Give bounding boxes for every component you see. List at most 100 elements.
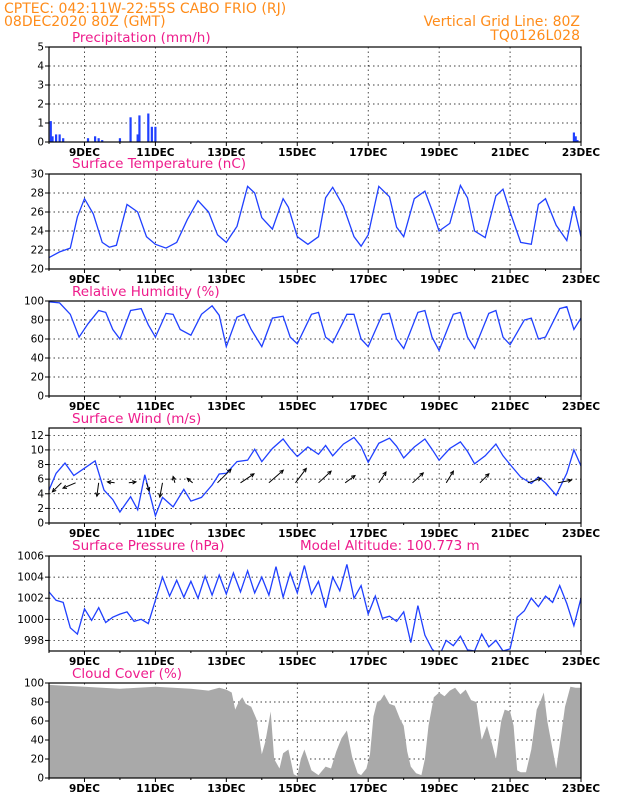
- wind-vector: [52, 482, 62, 493]
- temp-ytick-label: 20: [31, 264, 44, 276]
- cloud-ytick-label: 20: [31, 754, 44, 766]
- wind-vector-head: [186, 477, 192, 483]
- wind-vector-head: [382, 471, 387, 477]
- wind-ytick-label: 0: [37, 518, 44, 530]
- wind-vector: [268, 469, 284, 484]
- wind-vector-head: [484, 472, 490, 478]
- precip-bar: [54, 134, 58, 142]
- wind-vector: [107, 481, 115, 484]
- wind-vector: [557, 479, 572, 484]
- precip-xtick-label: 21DEC: [491, 147, 530, 159]
- precip-xtick-label: 23DEC: [562, 147, 601, 159]
- station-label: CPTEC: 042:11W-22:55S CABO FRIO (RJ): [4, 1, 286, 17]
- press-xtick-label: 13DEC: [207, 656, 246, 668]
- precip-xtick-label: 11DEC: [136, 147, 175, 159]
- wind-vector-head: [351, 474, 356, 480]
- precip-xtick-label: 13DEC: [207, 147, 246, 159]
- wind-vector-head: [171, 475, 177, 481]
- precip-xtick-label: 9DEC: [69, 147, 100, 159]
- cloud-panel: Cloud Cover (%) 0 20 40 60 80 100 9DEC 11DEC 13DE…: [24, 666, 600, 795]
- rh-xtick-label: 19DEC: [420, 401, 459, 413]
- wind-vector: [128, 481, 137, 484]
- temp-xtick-label: 21DEC: [491, 274, 530, 286]
- press-panel: Surface Pressure (hPa) Model Altitude: 10…: [17, 538, 600, 668]
- precip-xtick-label: 19DEC: [420, 147, 459, 159]
- rh-xtick-label: 21DEC: [491, 401, 530, 413]
- wind-xtick-label: 9DEC: [69, 528, 100, 540]
- wind-ytick-label: 2: [37, 503, 44, 515]
- cloud-xtick-label: 13DEC: [207, 783, 246, 795]
- precip-bar: [576, 140, 579, 142]
- run-label: 08DEC2020 80Z (GMT): [4, 14, 166, 30]
- wind-vector: [527, 477, 542, 484]
- cloud-ytick-label: 60: [31, 716, 44, 728]
- wind-xtick-label: 15DEC: [278, 528, 317, 540]
- wind-vector: [445, 470, 454, 484]
- precip-xtick-label: 15DEC: [278, 147, 317, 159]
- precip-bar: [138, 115, 141, 142]
- press-xtick-label: 17DEC: [349, 656, 388, 668]
- cloud-xtick-label: 21DEC: [491, 783, 530, 795]
- press-frame: [48, 555, 582, 652]
- wind-ytick-label: 8: [37, 459, 44, 471]
- wind-vector: [159, 482, 163, 498]
- cloud-xtick-label: 9DEC: [69, 783, 100, 795]
- wind-vector-head: [106, 480, 112, 485]
- wind-vector: [146, 482, 150, 492]
- precip-xtick-label: 17DEC: [349, 147, 388, 159]
- wind-vector: [412, 472, 424, 484]
- temp-xtick-label: 9DEC: [69, 274, 100, 286]
- wind-xtick-label: 13DEC: [207, 528, 246, 540]
- cloud-ytick-label: 0: [37, 773, 44, 785]
- temp-xtick-label: 17DEC: [349, 274, 388, 286]
- wind-vector: [217, 468, 232, 484]
- wind-xtick-label: 17DEC: [349, 528, 388, 540]
- cloud-xtick-label: 23DEC: [562, 783, 601, 795]
- precip-bar: [147, 113, 150, 142]
- model-code: TQ0126L028: [489, 28, 580, 44]
- precip-bar: [51, 136, 54, 142]
- wind-ytick-label: 12: [31, 430, 44, 442]
- wind-vector-head: [146, 486, 151, 492]
- rh-ytick-label: 100: [24, 296, 44, 308]
- precip-bar: [129, 117, 132, 142]
- rh-xtick-label: 9DEC: [69, 401, 100, 413]
- wind-vector-head: [567, 478, 573, 483]
- press-xtick-label: 19DEC: [420, 656, 459, 668]
- wind-vector-head: [449, 470, 455, 476]
- temp-series-line: [49, 183, 581, 259]
- wind-vector: [295, 468, 307, 484]
- cloud-xtick-label: 11DEC: [136, 783, 175, 795]
- wind-xtick-label: 11DEC: [136, 528, 175, 540]
- precip-bar: [150, 126, 153, 142]
- temp-panel: Surface Temperature (nC) 20 22 24 26 28 30 9DEC…: [31, 156, 601, 286]
- rh-title: Relative Humidity (%): [72, 284, 220, 300]
- precip-bar: [86, 138, 90, 142]
- cloud-area: [49, 684, 581, 778]
- rh-ytick-label: 0: [37, 391, 44, 403]
- rh-ytick-label: 20: [31, 372, 44, 384]
- wind-vector: [96, 482, 100, 497]
- wind-vector: [62, 482, 76, 489]
- cloud-ytick-label: 40: [31, 735, 44, 747]
- precip-ytick-label: 4: [37, 61, 44, 73]
- rh-ytick-label: 40: [31, 353, 44, 365]
- temp-ytick-label: 26: [31, 207, 45, 219]
- press-xtick-label: 11DEC: [136, 656, 175, 668]
- precip-bar: [154, 126, 157, 142]
- wind-vector-head: [279, 469, 285, 475]
- rh-series-line: [49, 301, 581, 352]
- wind-xtick-label: 19DEC: [420, 528, 459, 540]
- precip-bar: [62, 138, 65, 142]
- rh-xtick-label: 11DEC: [136, 401, 175, 413]
- wind-vector-head: [227, 468, 232, 474]
- temp-xtick-label: 19DEC: [420, 274, 459, 286]
- cloud-xtick-label: 15DEC: [278, 783, 317, 795]
- press-series-line: [49, 564, 581, 651]
- wind-ytick-label: 4: [37, 488, 44, 500]
- rh-panel: Relative Humidity (%) 0 20 40 60 80 100 9DEC 11D…: [24, 284, 600, 413]
- press-xtick-label: 15DEC: [278, 656, 317, 668]
- press-ytick-label: 1004: [17, 572, 44, 584]
- press-ytick-label: 1000: [17, 614, 44, 626]
